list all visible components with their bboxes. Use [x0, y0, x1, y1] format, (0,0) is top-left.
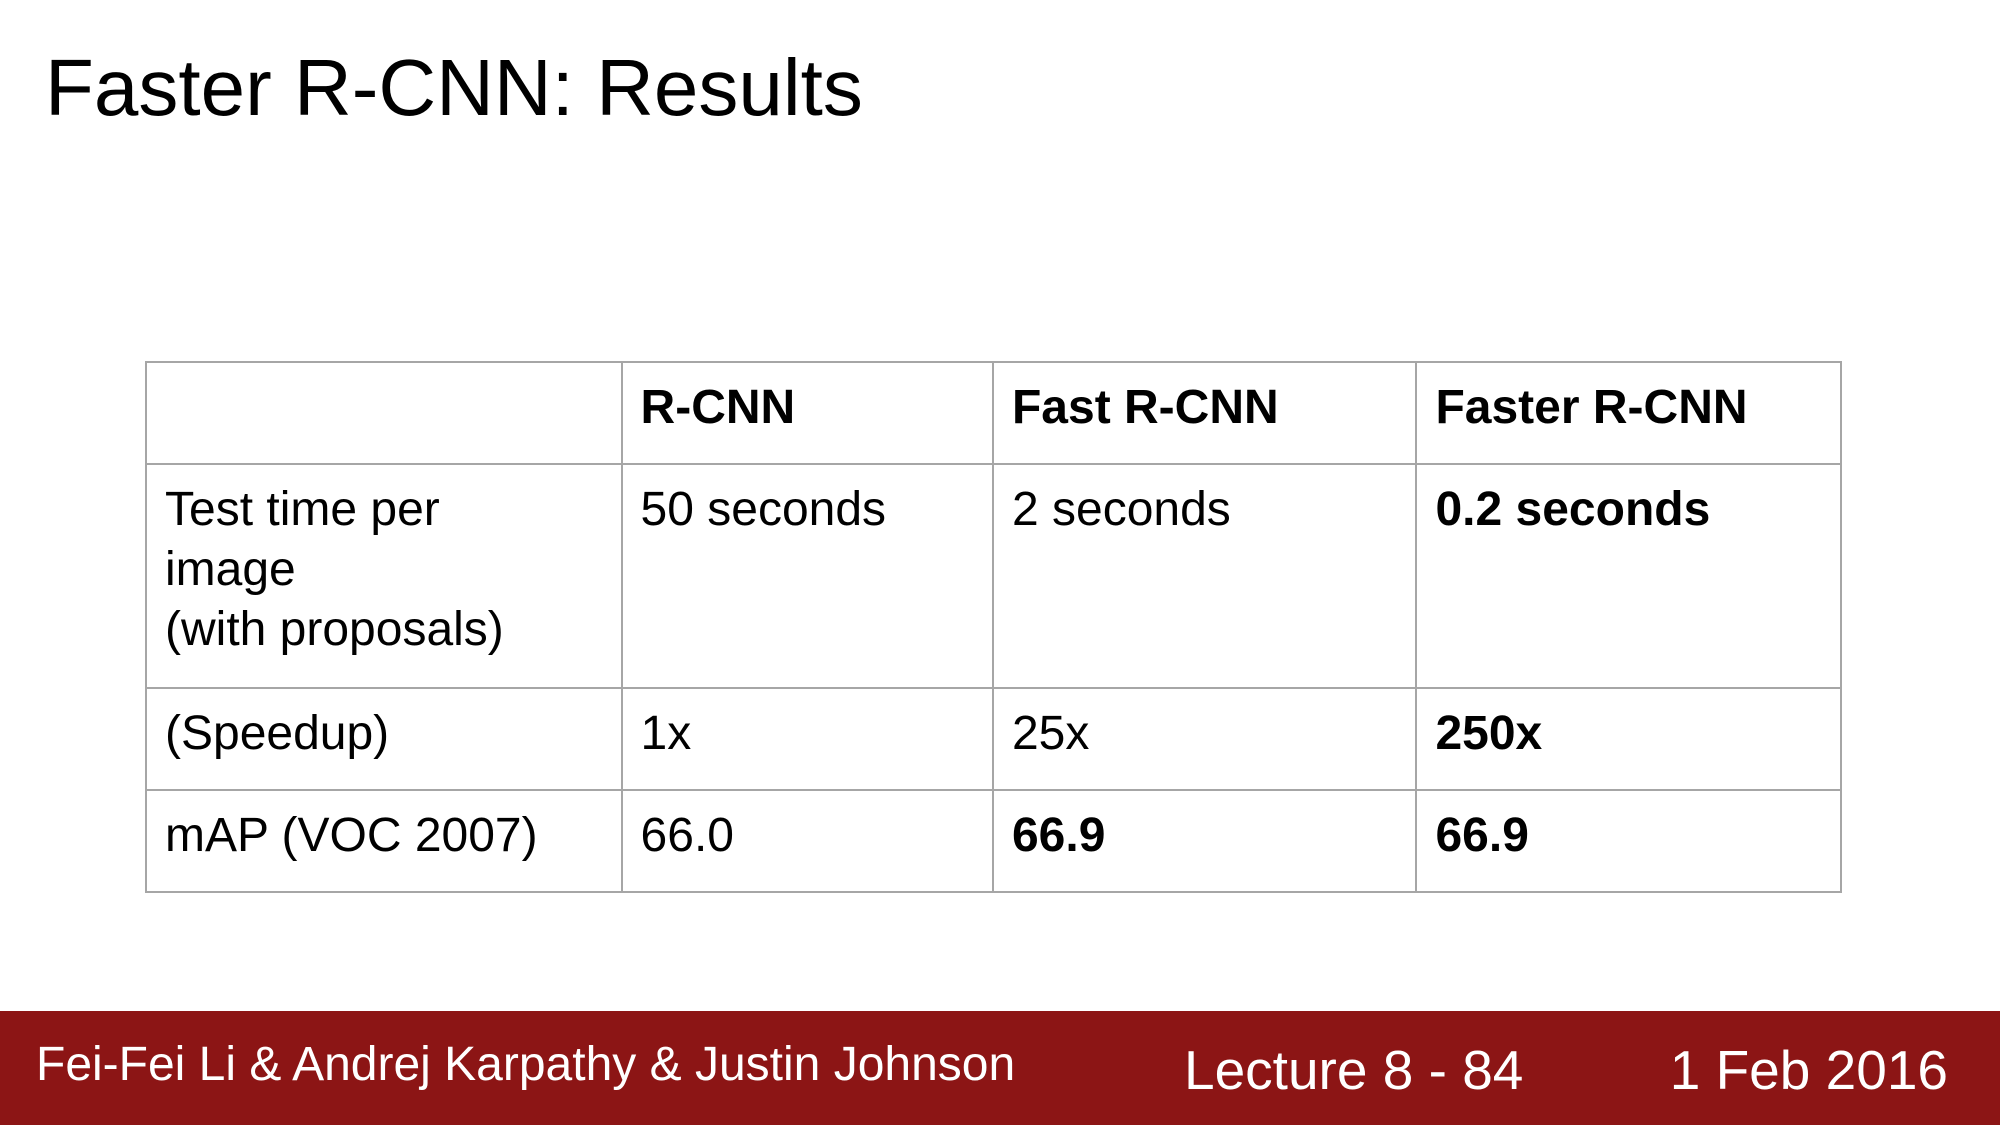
- cell-test-time-faster-rcnn: 0.2 seconds: [1415, 463, 1842, 689]
- table-header-row: R-CNN Fast R-CNN Faster R-CNN: [145, 361, 1842, 465]
- cell-test-time-fast-rcnn: 2 seconds: [991, 463, 1418, 689]
- table-row-map: mAP (VOC 2007) 66.0 66.9 66.9: [145, 789, 1842, 893]
- row-label-line: (with proposals): [165, 603, 504, 656]
- table-row-speedup: (Speedup) 1x 25x 250x: [145, 687, 1842, 791]
- row-label-speedup: (Speedup): [145, 687, 623, 791]
- cell-map-fast-rcnn: 66.9: [991, 789, 1418, 893]
- results-table: R-CNN Fast R-CNN Faster R-CNN Test time …: [145, 361, 1842, 893]
- cell-speedup-faster-rcnn: 250x: [1415, 687, 1842, 791]
- header-cell-faster-rcnn: Faster R-CNN: [1415, 361, 1842, 465]
- slide-title: Faster R-CNN: Results: [45, 43, 863, 132]
- row-label-line: Test time per: [165, 483, 440, 536]
- footer-bar: Fei-Fei Li & Andrej Karpathy & Justin Jo…: [0, 1011, 2000, 1125]
- row-label-test-time: Test time per image (with proposals): [145, 463, 623, 689]
- footer-authors: Fei-Fei Li & Andrej Karpathy & Justin Jo…: [36, 1038, 1016, 1091]
- table-row-test-time: Test time per image (with proposals) 50 …: [145, 463, 1842, 689]
- cell-speedup-rcnn: 1x: [620, 687, 994, 791]
- header-cell-fast-rcnn: Fast R-CNN: [991, 361, 1418, 465]
- row-label-map: mAP (VOC 2007): [145, 789, 623, 893]
- row-label-line: image: [165, 543, 296, 596]
- cell-test-time-rcnn: 50 seconds: [620, 463, 994, 689]
- cell-speedup-fast-rcnn: 25x: [991, 687, 1418, 791]
- footer-date: 1 Feb 2016: [1669, 1039, 1948, 1101]
- header-cell-empty: [145, 361, 623, 465]
- footer-lecture-number: Lecture 8 - 84: [1184, 1039, 1524, 1101]
- header-cell-rcnn: R-CNN: [620, 361, 994, 465]
- cell-map-faster-rcnn: 66.9: [1415, 789, 1842, 893]
- cell-map-rcnn: 66.0: [620, 789, 994, 893]
